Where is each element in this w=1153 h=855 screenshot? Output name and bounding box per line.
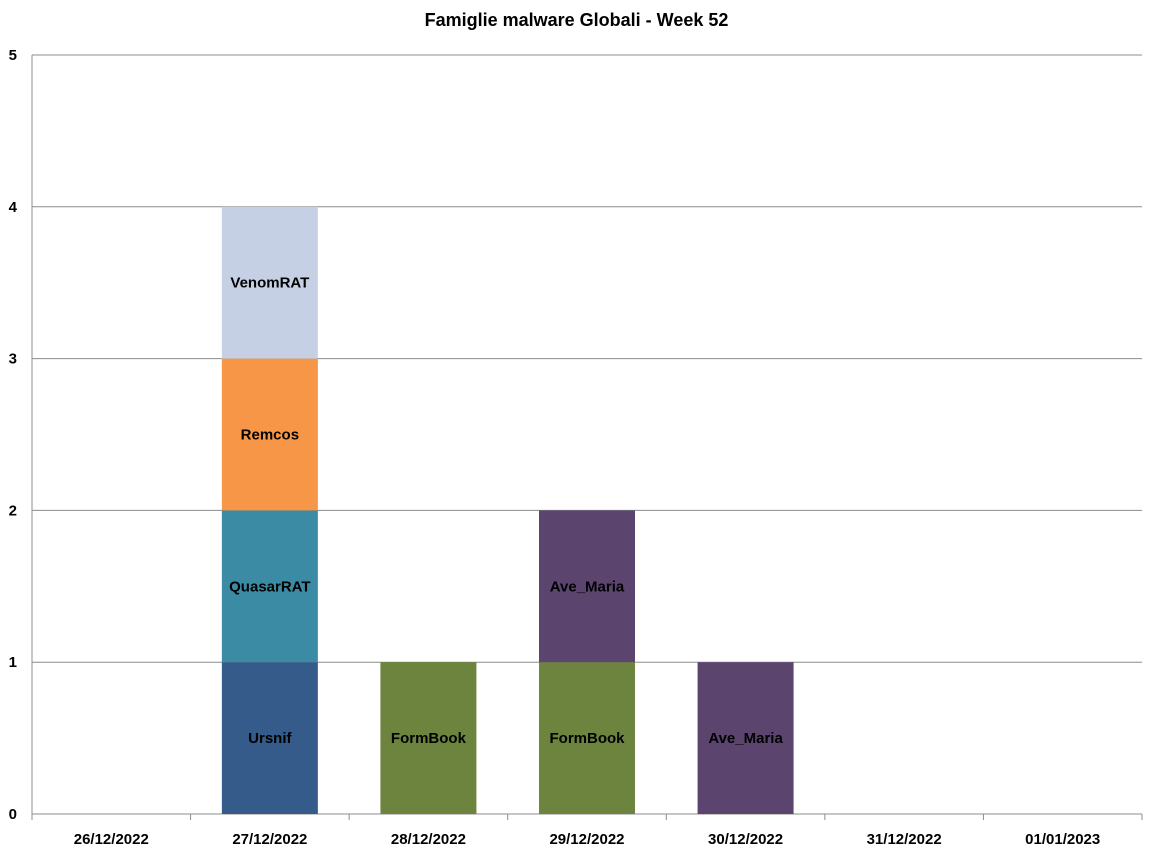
bar-segment bbox=[221, 510, 318, 663]
bar-data-label: Ave_Maria bbox=[550, 578, 625, 595]
bar-segment bbox=[221, 358, 318, 511]
y-tick-label: 4 bbox=[9, 199, 18, 216]
bar-segment bbox=[221, 662, 318, 814]
bar-data-label: VenomRAT bbox=[230, 275, 309, 292]
x-tick-label: 26/12/2022 bbox=[74, 831, 149, 848]
y-tick-label: 3 bbox=[9, 351, 17, 368]
y-tick-label: 2 bbox=[9, 502, 17, 519]
y-tick-label: 5 bbox=[9, 47, 17, 64]
x-tick-label: 27/12/2022 bbox=[232, 831, 307, 848]
bar-segment bbox=[697, 662, 794, 814]
x-tick-label: 31/12/2022 bbox=[867, 831, 942, 848]
bar-segment bbox=[539, 662, 635, 814]
bar-segment bbox=[539, 510, 635, 663]
bar-data-label: FormBook bbox=[391, 730, 467, 747]
bar-data-label: Remcos bbox=[241, 427, 299, 444]
bar-data-label: Ave_Maria bbox=[708, 730, 783, 747]
bar-data-label: FormBook bbox=[550, 730, 626, 747]
y-tick-label: 0 bbox=[9, 806, 17, 823]
bar-data-label: QuasarRAT bbox=[229, 578, 310, 595]
x-tick-label: 30/12/2022 bbox=[708, 831, 783, 848]
x-tick-label: 28/12/2022 bbox=[391, 831, 466, 848]
x-tick-label: 01/01/2023 bbox=[1025, 831, 1100, 848]
bar-segment bbox=[221, 206, 318, 359]
bar-data-label: Ursnif bbox=[248, 730, 292, 747]
chart-title: Famiglie malware Globali - Week 52 bbox=[424, 10, 729, 30]
y-tick-label: 1 bbox=[9, 654, 17, 671]
x-tick-label: 29/12/2022 bbox=[549, 831, 624, 848]
bar-segment bbox=[380, 662, 477, 814]
